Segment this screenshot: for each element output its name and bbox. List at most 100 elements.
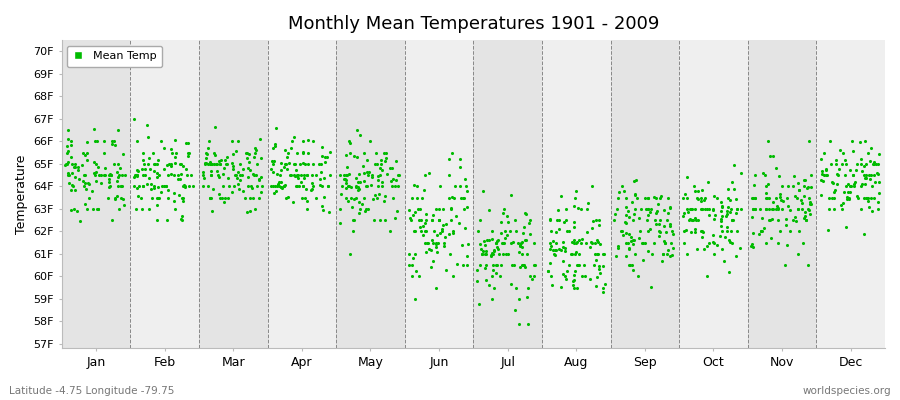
Point: [765, 206, 779, 212]
Point: [804, 172, 818, 178]
Point: [341, 183, 356, 190]
Point: [219, 161, 233, 168]
Point: [666, 231, 680, 237]
Point: [353, 179, 367, 185]
Point: [710, 194, 724, 201]
Point: [543, 260, 557, 266]
Point: [633, 228, 647, 234]
Point: [76, 183, 91, 190]
Point: [511, 248, 526, 255]
Point: [442, 194, 456, 201]
Point: [480, 251, 494, 257]
Point: [608, 217, 622, 224]
Point: [291, 174, 305, 181]
Bar: [199, 40, 267, 348]
Point: [663, 221, 678, 228]
Point: [289, 167, 303, 173]
Point: [284, 172, 299, 178]
Point: [90, 164, 104, 170]
Point: [487, 248, 501, 254]
Point: [79, 150, 94, 156]
Point: [744, 194, 759, 201]
Point: [313, 176, 328, 182]
Point: [340, 172, 355, 178]
Point: [472, 241, 487, 247]
Point: [176, 182, 191, 188]
Point: [519, 211, 534, 217]
Point: [176, 194, 190, 201]
Point: [266, 182, 280, 189]
Point: [783, 207, 797, 214]
Point: [239, 150, 254, 156]
Point: [274, 178, 288, 185]
Point: [608, 211, 622, 217]
Point: [363, 138, 377, 144]
Point: [567, 284, 581, 291]
Point: [151, 194, 166, 201]
Point: [433, 183, 447, 190]
Point: [166, 198, 181, 204]
Point: [415, 194, 429, 201]
Point: [203, 161, 218, 167]
Point: [233, 161, 248, 167]
Point: [698, 206, 712, 212]
Point: [202, 183, 216, 190]
Point: [854, 206, 868, 212]
Point: [720, 210, 734, 217]
Point: [164, 146, 178, 152]
Point: [164, 161, 178, 167]
Bar: [267, 40, 336, 348]
Point: [337, 176, 351, 182]
Point: [661, 210, 675, 216]
Point: [333, 220, 347, 226]
Point: [431, 217, 446, 223]
Point: [828, 157, 842, 163]
Point: [560, 268, 574, 274]
Point: [800, 206, 814, 212]
Point: [773, 194, 788, 200]
Point: [64, 206, 78, 213]
Point: [418, 187, 432, 194]
Point: [323, 148, 338, 155]
Point: [498, 235, 512, 242]
Point: [197, 161, 211, 167]
Point: [660, 251, 674, 258]
Point: [688, 217, 703, 223]
Point: [545, 238, 560, 244]
Point: [384, 178, 399, 184]
Point: [255, 183, 269, 190]
Point: [508, 217, 522, 223]
Point: [310, 172, 324, 178]
Point: [688, 229, 702, 235]
Point: [459, 183, 473, 190]
Point: [846, 172, 860, 178]
Point: [158, 166, 172, 172]
Point: [151, 184, 166, 190]
Point: [202, 161, 217, 167]
Point: [746, 206, 760, 212]
Point: [425, 237, 439, 244]
Point: [278, 194, 293, 201]
Point: [220, 154, 234, 160]
Point: [585, 183, 599, 190]
Point: [267, 143, 282, 149]
Point: [514, 240, 528, 246]
Point: [65, 182, 79, 188]
Point: [374, 166, 389, 173]
Point: [240, 150, 255, 156]
Point: [570, 261, 584, 268]
Point: [242, 194, 256, 201]
Point: [274, 172, 288, 178]
Point: [402, 207, 417, 214]
Point: [160, 186, 175, 193]
Point: [572, 237, 587, 243]
Point: [275, 185, 290, 192]
Point: [129, 206, 143, 212]
Point: [281, 150, 295, 156]
Point: [701, 206, 716, 212]
Point: [300, 206, 314, 212]
Point: [148, 161, 162, 167]
Point: [178, 183, 193, 190]
Point: [626, 178, 641, 184]
Point: [724, 240, 739, 246]
